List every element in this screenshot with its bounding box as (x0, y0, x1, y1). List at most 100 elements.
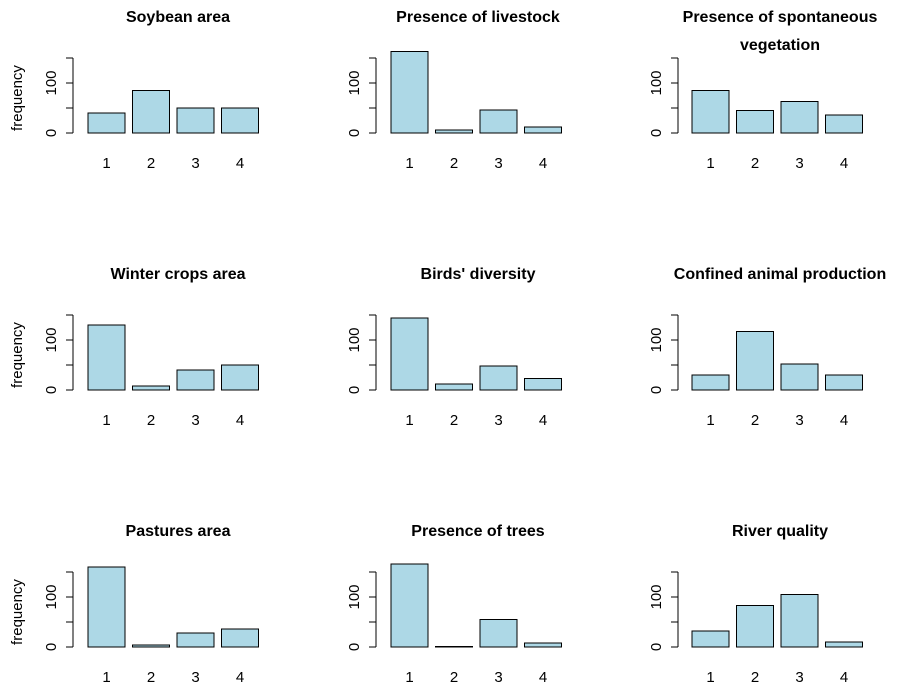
chart-panel: Pastures area 0 100 frequency 1 2 3 4 (9, 523, 259, 686)
x-tick-label: 4 (236, 155, 244, 172)
y-tick-label: 100 (648, 70, 665, 95)
x-tick-label: 1 (706, 412, 714, 429)
x-tick-label: 1 (405, 412, 413, 429)
bar (691, 90, 730, 134)
y-tick-label: 0 (43, 129, 60, 137)
x-tick-label: 1 (405, 155, 413, 172)
x-tick-label: 4 (840, 669, 848, 686)
x-tick-label: 3 (494, 155, 502, 172)
chart-panel: Winter crops area 0 100 frequency 1 2 3 4 (9, 266, 259, 429)
y-axis-label: frequency (9, 322, 26, 388)
x-tick-label: 3 (494, 669, 502, 686)
x-tick-label: 2 (751, 669, 759, 686)
bar (435, 129, 473, 134)
chart-panel: Soybean area 0 100 frequency 1 2 3 4 (9, 9, 259, 172)
chart-title: Pastures area (126, 523, 231, 540)
chart-title: Presence of trees (411, 523, 545, 540)
bar (691, 374, 730, 391)
x-tick-label: 3 (494, 412, 502, 429)
chart-title: Birds' diversity (421, 266, 536, 283)
x-tick-label: 4 (236, 669, 244, 686)
bar (390, 317, 429, 391)
x-tick-label: 3 (191, 155, 199, 172)
x-tick-label: 1 (102, 669, 110, 686)
bar (736, 110, 774, 134)
bar (87, 112, 126, 134)
y-tick-label: 100 (43, 327, 60, 352)
y-tick-label: 100 (346, 327, 363, 352)
bar (435, 646, 473, 648)
y-tick-label: 0 (648, 643, 665, 651)
x-tick-label: 2 (147, 412, 155, 429)
bar (479, 109, 518, 134)
bar (524, 378, 562, 391)
y-tick-label: 0 (346, 643, 363, 651)
bar (390, 51, 429, 134)
x-tick-label: 3 (191, 412, 199, 429)
x-tick-label: 2 (751, 155, 759, 172)
x-tick-label: 4 (539, 669, 547, 686)
bar (87, 566, 126, 648)
y-tick-label: 100 (346, 584, 363, 609)
bar (132, 90, 170, 134)
x-tick-label: 3 (795, 412, 803, 429)
x-tick-label: 4 (840, 412, 848, 429)
bar (524, 126, 562, 134)
bar (479, 365, 518, 391)
bar (524, 642, 562, 648)
bar (87, 324, 126, 391)
bar (825, 374, 863, 391)
bar (691, 630, 730, 648)
chart-panel: Birds' diversity 0 100 1 2 3 4 (346, 266, 562, 429)
x-tick-label: 1 (706, 155, 714, 172)
bar (780, 594, 819, 648)
x-tick-label: 1 (405, 669, 413, 686)
x-tick-label: 4 (236, 412, 244, 429)
x-tick-label: 4 (840, 155, 848, 172)
x-tick-label: 2 (147, 669, 155, 686)
bar (132, 644, 170, 648)
y-tick-label: 100 (648, 327, 665, 352)
chart-title: Winter crops area (110, 266, 245, 283)
x-tick-label: 1 (102, 412, 110, 429)
y-tick-label: 100 (43, 70, 60, 95)
bar (221, 628, 259, 648)
chart-title: Confined animal production (674, 266, 886, 283)
y-tick-label: 100 (43, 584, 60, 609)
y-tick-label: 0 (346, 129, 363, 137)
bar (825, 641, 863, 648)
y-tick-label: 100 (346, 70, 363, 95)
y-axis-label: frequency (9, 579, 26, 645)
x-tick-label: 2 (751, 412, 759, 429)
bar (176, 632, 215, 648)
y-tick-label: 0 (43, 643, 60, 651)
y-tick-label: 0 (648, 129, 665, 137)
x-tick-label: 1 (102, 155, 110, 172)
x-tick-label: 4 (539, 412, 547, 429)
chart-panel: Presence of trees 0 100 1 2 3 4 (346, 523, 562, 686)
bar (435, 383, 473, 391)
chart-title: River quality (732, 523, 828, 540)
chart-panel: River quality 0 100 1 2 3 4 (648, 523, 863, 686)
bar (176, 369, 215, 391)
x-tick-label: 2 (147, 155, 155, 172)
bar (825, 114, 863, 134)
x-tick-label: 3 (795, 155, 803, 172)
x-tick-label: 3 (191, 669, 199, 686)
chart-panel: Presence of livestock 0 100 1 2 3 4 (346, 9, 562, 172)
bar (390, 563, 429, 648)
bar (780, 101, 819, 134)
y-tick-label: 0 (346, 386, 363, 394)
x-tick-label: 1 (706, 669, 714, 686)
bar (176, 107, 215, 134)
chart-title: Presence of livestock (396, 9, 560, 26)
bar (479, 619, 518, 648)
y-axis-label: frequency (9, 65, 26, 131)
bar (221, 364, 259, 391)
x-tick-label: 3 (795, 669, 803, 686)
x-tick-label: 2 (450, 669, 458, 686)
x-tick-label: 2 (450, 412, 458, 429)
chart-panel: Presence of spontaneous vegetation 0 100 1 2 3… (648, 9, 877, 172)
y-tick-label: 0 (43, 386, 60, 394)
y-tick-label: 0 (648, 386, 665, 394)
